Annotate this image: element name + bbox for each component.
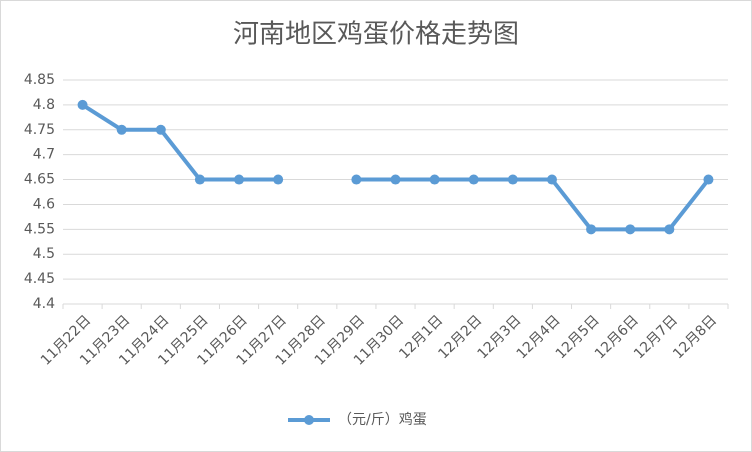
data-point <box>546 174 557 185</box>
y-tick-label: 4.4 <box>33 296 55 312</box>
data-point <box>664 224 675 235</box>
data-point <box>234 174 245 185</box>
data-point <box>77 99 88 110</box>
series-line <box>356 177 711 232</box>
data-point <box>429 174 440 185</box>
data-point <box>390 174 401 185</box>
series-line <box>81 103 279 182</box>
y-tick-label: 4.7 <box>33 147 55 163</box>
data-point <box>351 174 362 185</box>
y-tick-label: 4.8 <box>33 97 55 113</box>
y-tick-label: 4.75 <box>24 122 55 138</box>
data-point <box>703 174 714 185</box>
y-tick-label: 4.6 <box>33 196 55 212</box>
y-tick-label: 4.45 <box>24 271 55 287</box>
y-tick-label: 4.55 <box>24 221 55 237</box>
legend-label: （元/斤）鸡蛋 <box>338 411 427 428</box>
data-point <box>468 174 479 185</box>
data-point <box>155 124 166 135</box>
data-point <box>273 174 284 185</box>
chart-title: 河南地区鸡蛋价格走势图 <box>233 20 519 50</box>
y-tick-label: 4.5 <box>33 246 55 262</box>
data-point <box>194 174 205 185</box>
data-point <box>586 224 597 235</box>
y-tick-label: 4.65 <box>24 172 55 188</box>
data-point <box>116 124 127 135</box>
legend-marker <box>304 415 314 425</box>
y-tick-label: 4.85 <box>24 72 55 88</box>
data-point <box>507 174 518 185</box>
data-point <box>625 224 636 235</box>
